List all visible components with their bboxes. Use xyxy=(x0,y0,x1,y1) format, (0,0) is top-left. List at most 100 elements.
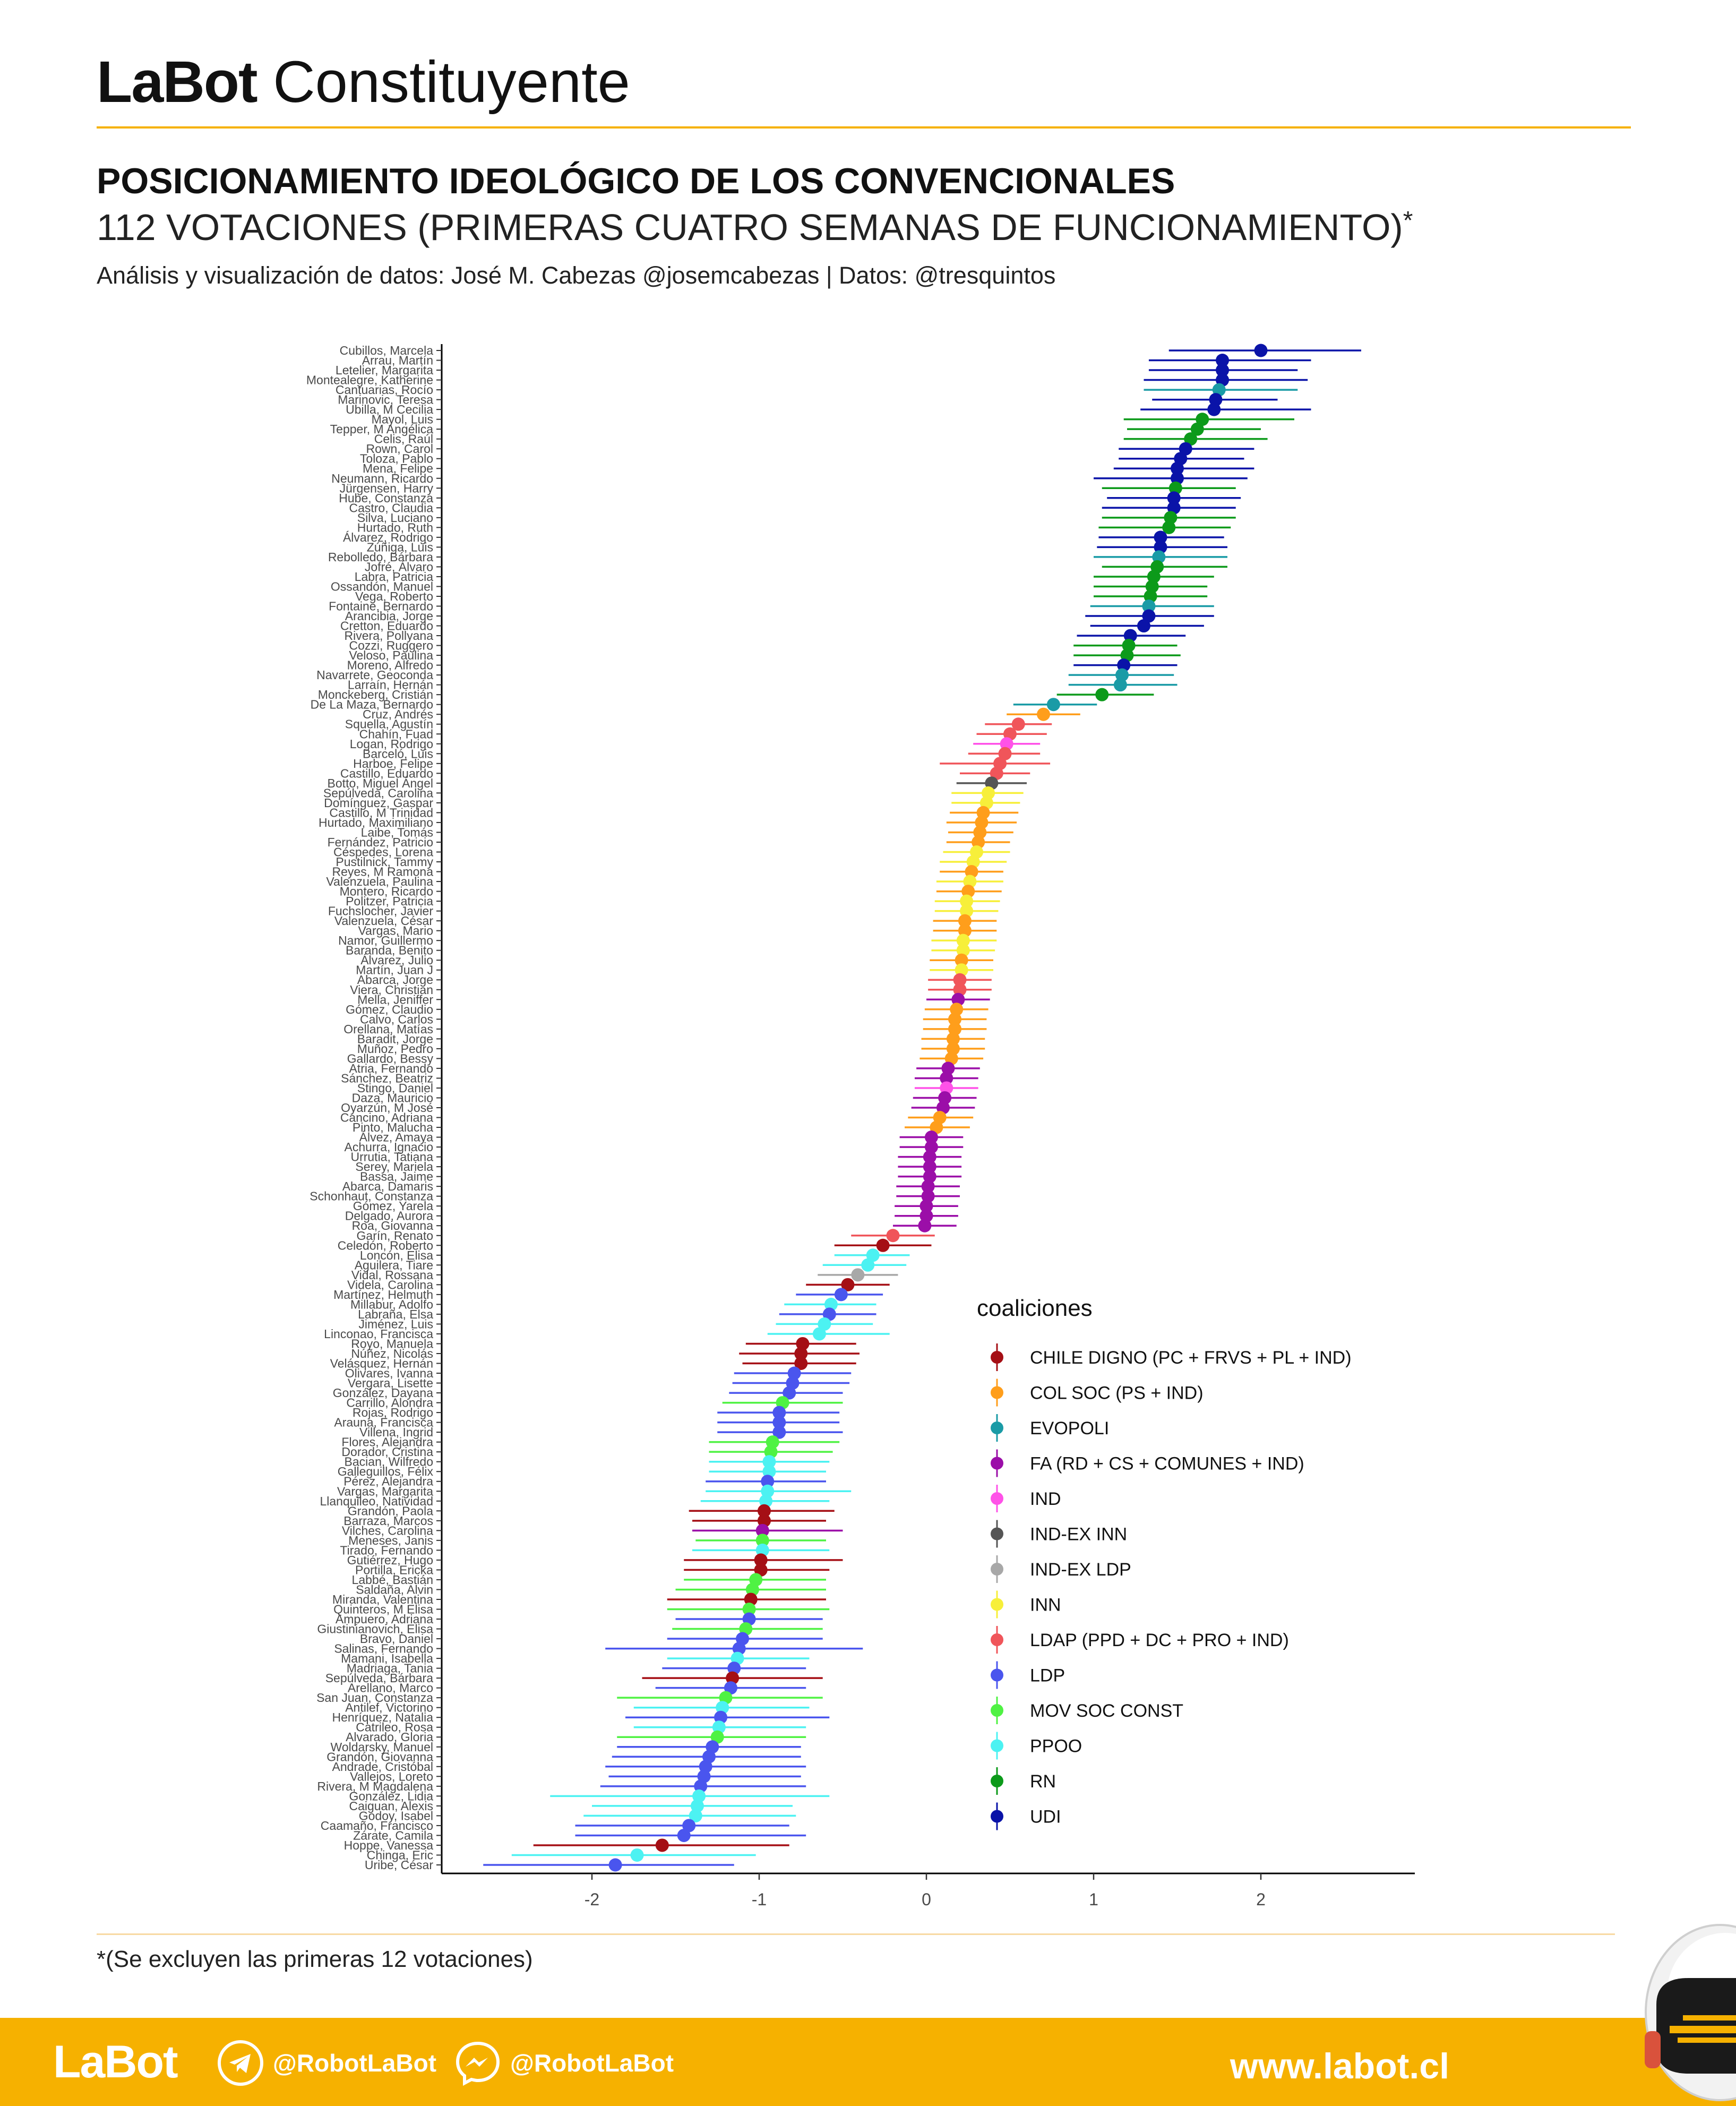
data-point xyxy=(1147,570,1161,584)
x-tick-label: -2 xyxy=(585,1890,599,1909)
data-point xyxy=(960,894,974,908)
y-tick-label: Domínguez, Gaspar xyxy=(324,796,433,810)
data-point xyxy=(655,1838,669,1852)
y-tick-label: Pinto, Malucha xyxy=(353,1120,433,1134)
data-point xyxy=(982,786,995,800)
data-point xyxy=(761,1484,775,1498)
y-tick-label: Atria, Fernando xyxy=(349,1061,433,1075)
y-tick-label: Cozzi, Ruggero xyxy=(349,639,433,653)
y-tick-label: Sánchez, Beatriz xyxy=(341,1071,433,1085)
data-point xyxy=(1137,619,1150,633)
y-tick-label: Squella, Agustín xyxy=(345,717,433,731)
messenger-link[interactable]: @RobotLaBot xyxy=(454,2039,674,2087)
y-tick-label: Chinga, Eric xyxy=(367,1848,433,1862)
legend-label: COL SOC (PS + IND) xyxy=(1030,1383,1204,1403)
y-tick-label: Zárate, Camila xyxy=(353,1828,433,1842)
data-point xyxy=(1207,403,1221,416)
y-tick-label: Abarca, Jorge xyxy=(357,973,433,987)
y-tick-label: Botto, Miguel Ángel xyxy=(328,776,433,790)
y-tick-label: Veloso, Paulina xyxy=(349,648,433,662)
data-point xyxy=(958,914,972,928)
y-tick-label: Cruz, Andrés xyxy=(363,707,433,721)
y-tick-label: Moreno, Alfredo xyxy=(347,658,433,672)
y-tick-label: Barraza, Marcos xyxy=(343,1514,433,1528)
data-point xyxy=(1167,491,1181,505)
data-point xyxy=(955,953,968,967)
data-point xyxy=(866,1248,880,1262)
y-tick-label: Caamaño, Francisco xyxy=(321,1819,433,1833)
y-tick-label: Rown, Carol xyxy=(366,442,433,456)
y-tick-label: Bassa, Jaime xyxy=(360,1170,433,1184)
brand-light: Constituyente xyxy=(273,49,630,115)
chart-title: POSICIONAMIENTO IDEOLÓGICO DE LOS CONVEN… xyxy=(97,161,1175,201)
y-tick-label: Schonhaut, Constanza xyxy=(310,1189,433,1203)
data-point xyxy=(1179,442,1192,456)
y-tick-label: Roa, Giovanna xyxy=(352,1219,434,1232)
y-tick-label: Ampuero, Adriana xyxy=(336,1612,433,1626)
credit-line: Análisis y visualización de datos: José … xyxy=(97,262,1056,289)
data-point xyxy=(692,1789,706,1803)
telegram-link[interactable]: @RobotLaBot xyxy=(217,2039,436,2087)
y-tick-label: Achurra, Ignacio xyxy=(345,1140,433,1154)
robot-mascot-icon xyxy=(1645,1924,1736,2101)
chart-subtitle-text: 112 VOTACIONES (PRIMERAS CUATRO SEMANAS … xyxy=(97,207,1403,248)
data-point xyxy=(755,1543,769,1557)
y-tick-label: Viera, Christian xyxy=(350,983,433,997)
y-tick-label: Cantuarias, Rocío xyxy=(336,383,433,397)
data-point xyxy=(772,1416,786,1429)
legend-key-dot xyxy=(991,1598,1003,1611)
y-tick-label: Reyes, M Ramona xyxy=(332,865,434,879)
website-link[interactable]: www.labot.cl xyxy=(1230,2046,1449,2086)
y-tick-label: Bacian, Wilfredo xyxy=(345,1455,433,1469)
data-point xyxy=(824,1297,838,1311)
y-tick-label: Núñez, Nicolás xyxy=(351,1347,433,1360)
y-tick-label: Mayol, Luis xyxy=(372,413,433,426)
data-point xyxy=(1115,668,1129,682)
data-point xyxy=(972,835,985,849)
data-point xyxy=(757,1514,771,1528)
data-point xyxy=(712,1720,726,1734)
data-point xyxy=(1037,707,1050,721)
footer-divider xyxy=(97,1933,1615,1935)
data-point xyxy=(919,1209,933,1223)
y-tick-label: Rebolledo, Bárbara xyxy=(328,550,433,564)
y-tick-label: Saldaña, Alvin xyxy=(356,1582,433,1596)
y-tick-label: Letelier, Margarita xyxy=(336,363,433,377)
y-tick-label: Gómez, Yarela xyxy=(353,1199,433,1213)
y-tick-label: Arancibia, Jorge xyxy=(345,609,433,623)
footer-logo[interactable]: LaBot xyxy=(53,2036,178,2087)
data-point xyxy=(940,1081,953,1095)
data-point xyxy=(1000,737,1013,751)
data-point xyxy=(783,1386,796,1400)
y-tick-label: Castillo, Eduardo xyxy=(340,766,433,780)
y-tick-label: Sepúlveda, Bárbara xyxy=(325,1671,434,1685)
y-tick-label: Caiguan, Alexis xyxy=(349,1799,433,1813)
y-tick-label: Madriaga, Tania xyxy=(347,1662,433,1675)
y-tick-label: Rivera, M Magdalena xyxy=(317,1779,433,1793)
data-point xyxy=(923,1160,936,1174)
footnote: *(Se excluyen las primeras 12 votaciones… xyxy=(97,1946,533,1972)
data-point xyxy=(930,1120,943,1134)
data-point xyxy=(956,944,970,957)
data-point xyxy=(998,747,1012,760)
footer-bar: LaBot @RobotLaBot @RobotLaBot www.labot.… xyxy=(0,2018,1736,2106)
legend-key-dot xyxy=(991,1527,1003,1540)
data-point xyxy=(689,1809,702,1822)
data-point xyxy=(754,1563,768,1577)
y-tick-label: Velásquez, Hernán xyxy=(330,1357,433,1371)
y-tick-label: Olivares, Ivanna xyxy=(345,1366,433,1380)
y-tick-label: Delgado, Aurora xyxy=(345,1209,433,1223)
data-point xyxy=(762,1455,776,1469)
data-point xyxy=(682,1819,696,1833)
legend-key-dot xyxy=(991,1704,1003,1717)
y-tick-label: Oyarzún, M José xyxy=(341,1101,433,1115)
data-point xyxy=(1184,432,1198,446)
data-point xyxy=(876,1238,890,1252)
y-tick-label: Vergara, Lisette xyxy=(348,1376,433,1390)
y-tick-label: González, Lidia xyxy=(349,1789,433,1803)
data-point xyxy=(924,1140,938,1154)
data-point xyxy=(861,1258,875,1272)
legend-title: coaliciones xyxy=(977,1295,1093,1321)
data-point xyxy=(1046,698,1060,712)
data-point xyxy=(1011,717,1025,731)
